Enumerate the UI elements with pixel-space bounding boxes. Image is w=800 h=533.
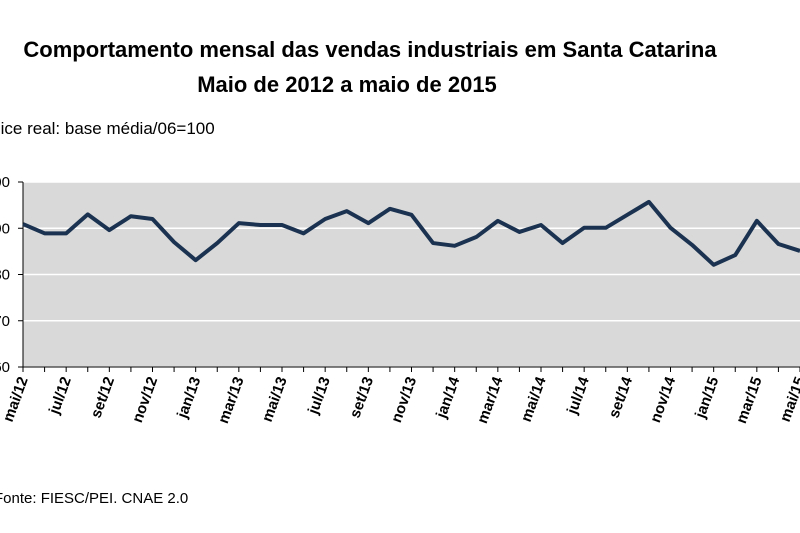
source: Fonte: FIESC/PEI. CNAE 2.0 (0, 490, 188, 507)
x-tick-label: mai/12 (0, 375, 32, 425)
x-tick-label: nov/12 (129, 375, 161, 425)
y-tick-label: 60 (0, 359, 10, 376)
x-tick-label: mar/15 (733, 375, 766, 426)
x-tick-label: jul/14 (563, 374, 593, 417)
x-tick-label: nov/14 (647, 374, 679, 425)
x-tick-label: jan/13 (174, 375, 205, 422)
x-tick-label: jan/15 (692, 375, 723, 422)
x-tick-label: set/13 (347, 375, 378, 421)
y-tick-label: 80 (0, 267, 10, 284)
y-tick-label: 90 (0, 220, 10, 237)
x-tick-label: jul/12 (45, 375, 74, 418)
y-tick-label: 100 (0, 174, 10, 191)
x-tick-label: mai/14 (518, 374, 550, 424)
x-tick-label: mai/13 (259, 375, 291, 425)
chart-subtitle: Maio de 2012 a maio de 2015 (197, 72, 497, 97)
y-axis-label: Índice real: base média/06=100 (0, 119, 215, 138)
y-tick-label: 70 (0, 313, 10, 330)
x-tick-label: nov/13 (388, 375, 420, 425)
x-tick-label: mai/15 (777, 375, 800, 425)
x-tick-label: mar/14 (474, 374, 507, 426)
data-line (22, 199, 800, 267)
x-tick-label: jul/13 (304, 375, 333, 418)
x-tick-label: set/12 (88, 375, 119, 421)
x-tick-label: jan/14 (433, 374, 464, 421)
x-tick-label: set/14 (606, 374, 637, 420)
chart-title: Comportamento mensal das vendas industri… (23, 37, 717, 62)
x-tick-label: mar/13 (215, 375, 248, 426)
